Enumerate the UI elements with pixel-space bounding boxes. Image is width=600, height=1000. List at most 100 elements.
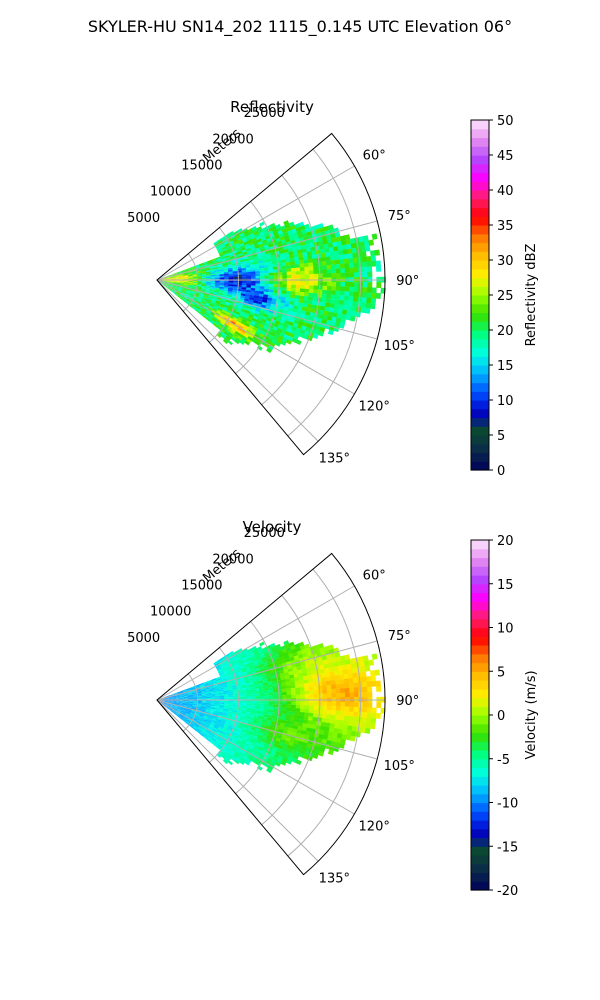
- data-cell: [371, 233, 378, 240]
- data-cell: [256, 317, 263, 322]
- data-cell: [183, 272, 189, 275]
- data-cell: [300, 274, 306, 279]
- data-cell: [218, 671, 224, 676]
- data-cell: [255, 751, 261, 757]
- data-cell: [224, 702, 230, 705]
- data-cell: [187, 273, 193, 276]
- data-cell: [300, 705, 306, 709]
- data-cell: [216, 298, 222, 302]
- data-cell: [213, 660, 219, 665]
- data-cell: [224, 700, 230, 703]
- data-cell: [289, 717, 296, 722]
- data-cell: [209, 709, 215, 713]
- data-cell: [170, 697, 176, 699]
- data-cell: [267, 294, 273, 299]
- data-cell: [302, 321, 309, 328]
- data-cell: [242, 251, 248, 256]
- data-cell: [243, 300, 249, 304]
- data-cell: [248, 314, 255, 319]
- data-cell: [225, 335, 232, 341]
- data-cell: [232, 274, 238, 278]
- data-cell: [197, 283, 203, 285]
- data-cell: [186, 289, 192, 292]
- data-cell: [272, 683, 278, 688]
- data-cell: [202, 297, 208, 300]
- data-cell: [267, 747, 273, 753]
- data-cell: [300, 701, 306, 706]
- data-cell: [178, 704, 184, 707]
- data-cell: [178, 271, 184, 274]
- data-cell: [304, 701, 310, 706]
- data-cell: [214, 321, 220, 327]
- range-tick-label: 15000: [181, 578, 222, 593]
- data-cell: [347, 300, 354, 307]
- data-cell: [220, 244, 226, 249]
- data-cell: [210, 284, 216, 287]
- data-cell: [213, 315, 219, 320]
- data-cell: [217, 684, 224, 688]
- data-cell: [299, 683, 305, 688]
- data-cell: [175, 712, 180, 716]
- data-cell: [259, 309, 266, 314]
- data-cell: [210, 739, 216, 744]
- data-cell: [246, 749, 252, 755]
- data-cell: [214, 694, 220, 697]
- data-cell: [349, 272, 355, 278]
- data-cell: [332, 312, 339, 318]
- data-cell: [273, 286, 279, 291]
- data-cell: [196, 271, 202, 274]
- data-cell: [171, 710, 176, 714]
- data-cell: [188, 703, 194, 705]
- data-cell: [223, 266, 229, 270]
- data-cell: [241, 285, 247, 288]
- data-cell: [213, 266, 220, 270]
- data-cell: [207, 316, 212, 321]
- data-cell: [329, 723, 335, 729]
- data-cell: [222, 726, 229, 730]
- data-cell: [187, 298, 192, 303]
- data-cell: [169, 284, 175, 286]
- data-cell: [250, 290, 256, 294]
- data-cell: [368, 239, 375, 246]
- data-cell: [246, 285, 252, 288]
- data-cell: [253, 295, 260, 299]
- data-cell: [246, 308, 252, 312]
- data-cell: [238, 753, 244, 759]
- data-cell: [326, 285, 332, 291]
- data-cell: [344, 281, 350, 287]
- data-cell: [245, 264, 251, 268]
- data-cell: [189, 294, 195, 298]
- data-cell: [255, 331, 261, 337]
- data-cell: [334, 299, 340, 305]
- data-cell: [223, 751, 229, 756]
- data-cell: [193, 715, 199, 719]
- data-cell: [344, 706, 350, 712]
- data-cell: [200, 310, 206, 315]
- data-cell: [290, 681, 296, 686]
- data-cell: [345, 658, 352, 665]
- data-cell: [244, 243, 250, 248]
- data-cell: [170, 702, 176, 704]
- data-cell: [187, 285, 193, 288]
- data-cell: [210, 319, 216, 324]
- data-cell: [180, 711, 186, 715]
- data-cell: [241, 728, 247, 733]
- data-cell: [264, 752, 271, 758]
- data-cell: [227, 753, 233, 759]
- data-cell: [268, 692, 274, 696]
- data-cell: [321, 713, 327, 719]
- data-cell: [352, 672, 358, 679]
- data-cell: [246, 670, 253, 674]
- data-cell: [192, 276, 198, 278]
- data-cell: [337, 308, 344, 315]
- data-cell: [202, 718, 208, 722]
- data-cell: [295, 327, 302, 333]
- data-cell: [260, 321, 266, 326]
- data-cell: [199, 684, 205, 688]
- data-cell: [192, 691, 198, 694]
- data-cell: [335, 236, 342, 242]
- data-cell: [169, 285, 174, 288]
- data-cell: [215, 665, 222, 670]
- data-cell: [216, 309, 222, 313]
- data-cell: [271, 225, 277, 231]
